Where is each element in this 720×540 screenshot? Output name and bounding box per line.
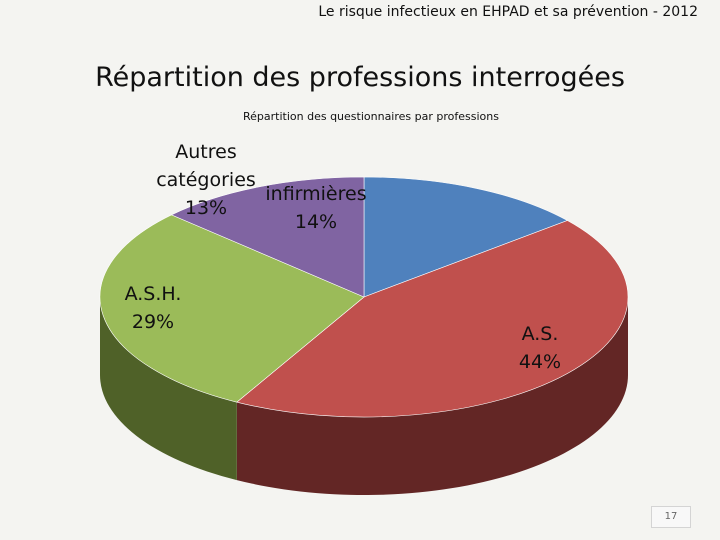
chart-title: Répartition des questionnaires par profe…	[243, 110, 499, 123]
page-number: 17	[651, 506, 691, 528]
pie-slice-a-s	[236, 220, 629, 418]
pie-slice-a-s-h	[99, 214, 365, 403]
pie-slice-infirmieres	[363, 176, 569, 298]
slice-label-a-s-h: A.S.H. 29%	[125, 283, 182, 333]
slice-label-infirmieres: infirmières 14%	[265, 183, 366, 233]
slice-label-a-s: A.S. 44%	[519, 323, 561, 373]
pie-side-a-s	[236, 297, 628, 496]
pie-slice-autres	[170, 176, 365, 298]
pie-side-a-s-h	[100, 297, 237, 481]
slide-title: Répartition des professions interrogées	[95, 62, 625, 93]
slice-label-autres: Autres catégories 13%	[156, 141, 256, 219]
header-text: Le risque infectieux en EHPAD et sa prév…	[318, 4, 698, 20]
